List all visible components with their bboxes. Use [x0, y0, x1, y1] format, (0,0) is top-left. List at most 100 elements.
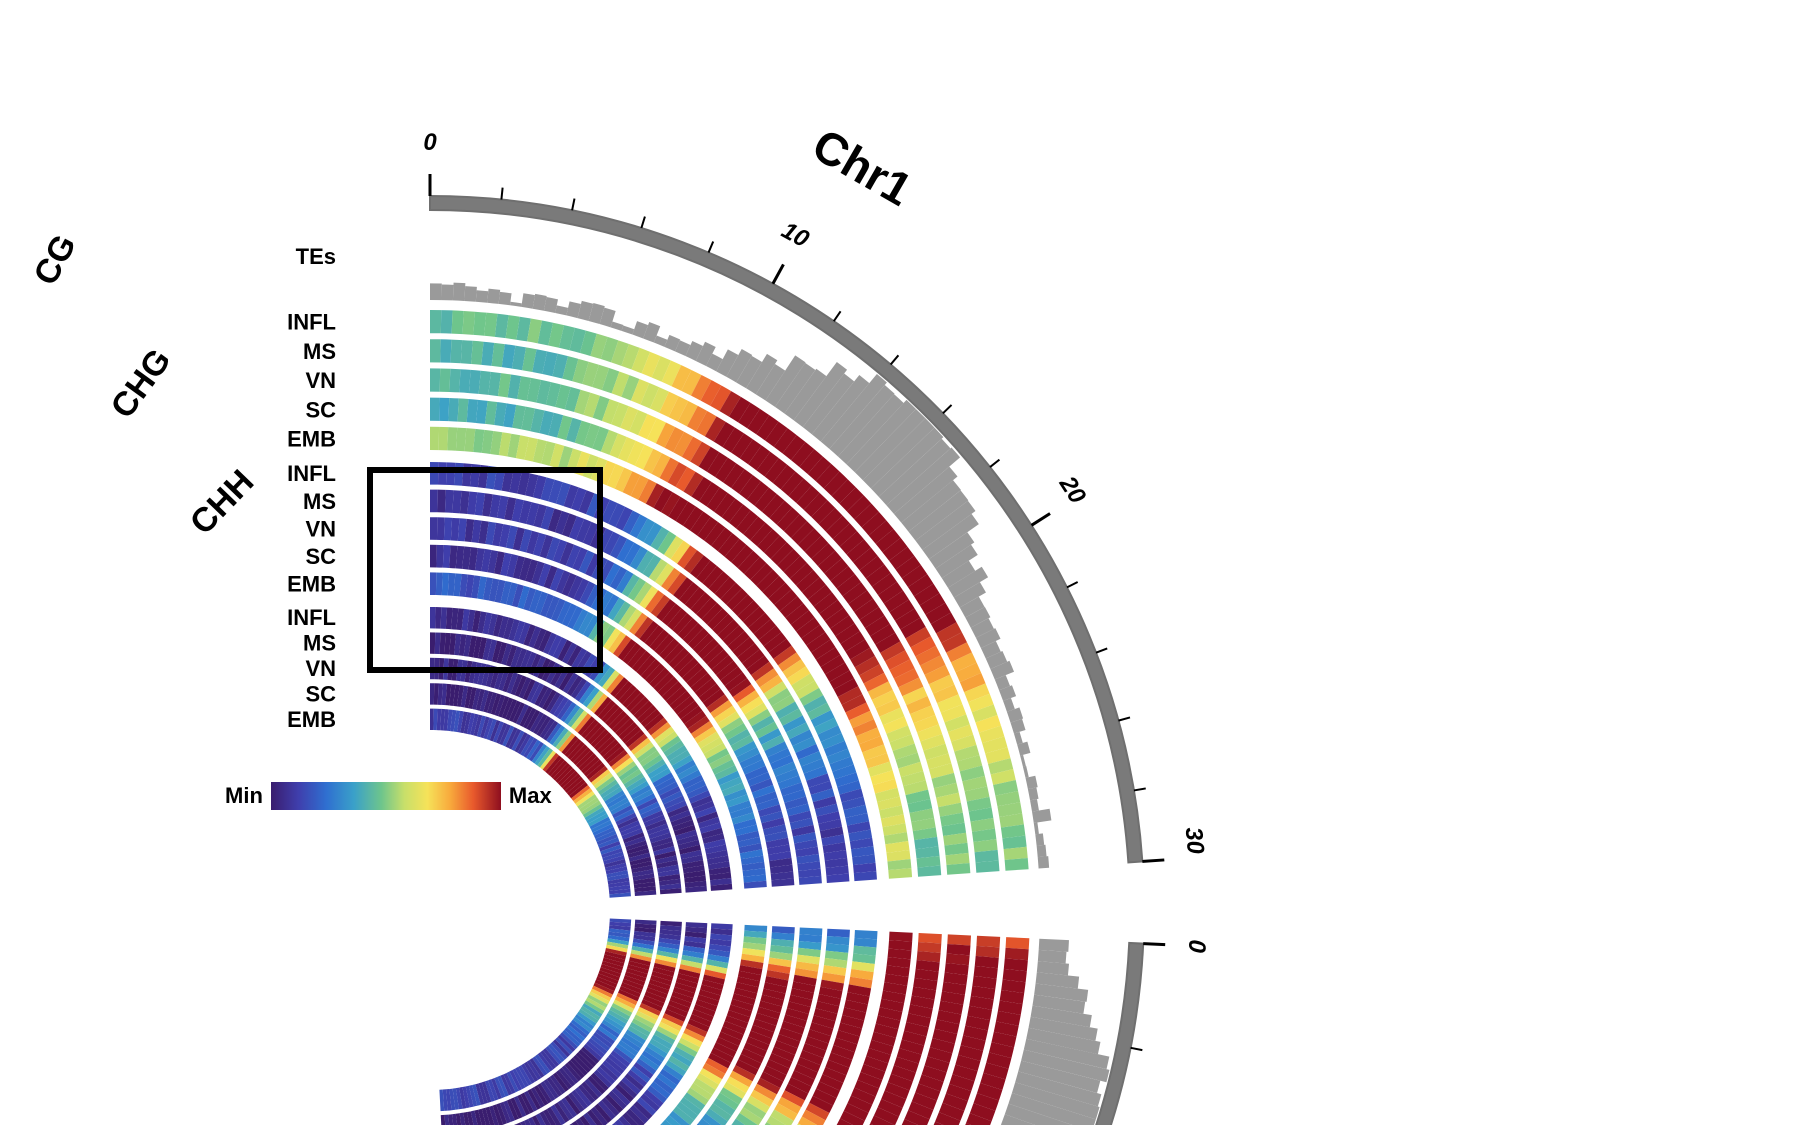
heatmap-cell — [462, 311, 475, 335]
ideogram-tick — [501, 188, 502, 200]
heatmap-cell — [918, 933, 942, 944]
heatmap-cell — [430, 310, 441, 333]
te-bar — [487, 289, 500, 304]
te-bar — [611, 322, 624, 331]
ideogram-tick — [1134, 788, 1146, 790]
heatmap-cell — [430, 398, 440, 421]
heatmap-cell — [439, 398, 449, 421]
track-label: INFL — [287, 310, 336, 335]
te-bar — [453, 283, 465, 301]
heatmap-cell — [430, 683, 434, 704]
ideogram-tick — [943, 405, 952, 413]
heatmap-cell — [441, 310, 453, 334]
te-bar — [1020, 755, 1026, 767]
heatmap-cell — [430, 632, 435, 653]
te-bar — [476, 290, 488, 302]
group-label: CG — [27, 228, 84, 291]
track-label: VN — [305, 516, 336, 541]
heatmap-cell — [976, 860, 1000, 872]
track-label: MS — [303, 631, 336, 656]
heatmap-cell — [449, 369, 460, 393]
heatmap-cell — [435, 607, 441, 629]
track-label: EMB — [287, 427, 336, 452]
heatmap-cell — [439, 427, 449, 450]
ideogram-tick — [834, 311, 841, 321]
heatmap-cell — [430, 368, 440, 391]
heatmap-cell — [444, 517, 452, 540]
te-bar — [464, 286, 477, 302]
heatmap-cell — [451, 340, 463, 364]
te-bar — [555, 305, 568, 315]
te-bar — [499, 292, 512, 305]
ideogram-tick — [1118, 717, 1130, 720]
heatmap-cell — [430, 517, 437, 540]
heatmap-cell — [440, 339, 451, 362]
ideogram-tick — [709, 242, 714, 253]
ideogram-tick — [1142, 860, 1164, 861]
heatmap-cell — [461, 340, 473, 364]
tick-label: 10 — [777, 217, 814, 254]
heatmap-cell — [446, 462, 455, 485]
heatmap-cell — [889, 932, 913, 942]
ideogram-tick — [990, 460, 999, 467]
ideogram-tick — [1067, 582, 1078, 587]
heatmap-cell — [1005, 858, 1029, 871]
legend-min-label: Min — [225, 783, 263, 809]
te-bar — [1014, 732, 1023, 745]
heatmap-cell — [947, 934, 971, 945]
track-label: VN — [305, 656, 336, 681]
heatmap-cell — [430, 490, 438, 513]
heatmap-cell — [452, 310, 464, 334]
ideogram-tick — [1032, 513, 1051, 525]
track-label: INFL — [287, 605, 336, 630]
ideogram-tick — [572, 199, 574, 211]
tick-label: 0 — [1183, 939, 1211, 954]
tick-label: 0 — [423, 129, 437, 156]
heatmap-cell — [437, 517, 445, 540]
heatmap-cell — [430, 462, 438, 485]
heatmap-cell — [434, 683, 439, 705]
heatmap-cell — [947, 944, 971, 955]
heatmap-cell — [1006, 937, 1030, 949]
heatmap-cell — [443, 545, 451, 568]
heatmap-cell — [447, 427, 457, 451]
ideogram-tick — [1096, 648, 1107, 652]
heatmap-cell — [435, 632, 441, 654]
ideogram-tick — [891, 355, 899, 364]
heatmap-cell — [440, 368, 451, 391]
te-bar — [621, 326, 634, 335]
te-bar — [1028, 787, 1039, 800]
track-label: VN — [305, 368, 336, 393]
te-bar — [1038, 950, 1067, 964]
heatmap-cell — [430, 545, 437, 568]
te-bar — [1039, 939, 1069, 952]
te-bar — [510, 302, 522, 307]
heatmap-cell — [438, 462, 447, 485]
heatmap-cell — [436, 572, 443, 595]
te-bar — [1023, 766, 1029, 778]
te-bar — [1038, 856, 1049, 868]
te-bar — [1026, 776, 1038, 789]
group-label: CHH — [183, 463, 262, 542]
heatmap-cell — [430, 427, 439, 450]
group-label: CHG — [104, 342, 179, 425]
heatmap-cell — [1005, 948, 1029, 961]
legend-max-label: Max — [509, 783, 552, 809]
heatmap-cell — [471, 341, 483, 365]
te-track-label: TEs — [296, 244, 336, 269]
ideogram-tick — [1143, 944, 1165, 945]
heatmap-cell — [430, 572, 436, 595]
heatmap-cell — [436, 545, 443, 568]
tick-label: 30 — [1180, 826, 1209, 856]
heatmap-cell — [827, 929, 850, 938]
te-bar — [430, 283, 442, 300]
track-label: INFL — [287, 461, 336, 486]
ideogram-tick — [1131, 1048, 1143, 1050]
te-bar — [441, 285, 453, 301]
heatmap-cell — [448, 398, 458, 422]
heatmap-cell — [976, 946, 1000, 958]
track-label: MS — [303, 489, 336, 514]
heatmap-cell — [445, 490, 454, 513]
te-bar — [521, 293, 535, 308]
heatmap-cell — [473, 312, 486, 336]
